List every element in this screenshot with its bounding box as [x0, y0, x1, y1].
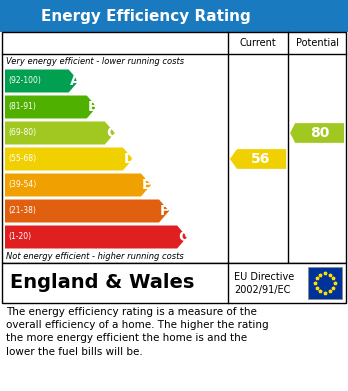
- Polygon shape: [5, 70, 79, 93]
- Text: 56: 56: [251, 152, 271, 166]
- Text: (39-54): (39-54): [8, 181, 36, 190]
- Text: (55-68): (55-68): [8, 154, 36, 163]
- Polygon shape: [5, 174, 151, 197]
- Polygon shape: [230, 149, 286, 169]
- Text: Very energy efficient - lower running costs: Very energy efficient - lower running co…: [6, 57, 184, 66]
- Bar: [308, 267, 342, 299]
- Text: B: B: [88, 100, 98, 114]
- Text: E: E: [142, 178, 151, 192]
- Text: F: F: [160, 204, 169, 218]
- Text: The energy efficiency rating is a measure of the
overall efficiency of a home. T: The energy efficiency rating is a measur…: [6, 307, 269, 357]
- Text: Not energy efficient - higher running costs: Not energy efficient - higher running co…: [6, 252, 184, 261]
- Polygon shape: [5, 95, 97, 118]
- Text: (81-91): (81-91): [8, 102, 36, 111]
- Text: (21-38): (21-38): [8, 206, 36, 215]
- Text: D: D: [124, 152, 135, 166]
- Bar: [2, 32, 346, 263]
- Text: Current: Current: [240, 38, 276, 48]
- Text: G: G: [178, 230, 189, 244]
- Polygon shape: [5, 199, 169, 222]
- Bar: [0, 0, 348, 32]
- Text: EU Directive: EU Directive: [234, 272, 294, 282]
- Text: (1-20): (1-20): [8, 233, 31, 242]
- Polygon shape: [290, 123, 344, 143]
- Text: 2002/91/EC: 2002/91/EC: [234, 285, 290, 295]
- Text: C: C: [106, 126, 116, 140]
- Text: 80: 80: [310, 126, 330, 140]
- Text: A: A: [70, 74, 80, 88]
- Text: Potential: Potential: [295, 38, 339, 48]
- Text: Energy Efficiency Rating: Energy Efficiency Rating: [41, 9, 251, 23]
- Text: England & Wales: England & Wales: [10, 273, 195, 292]
- Text: (69-80): (69-80): [8, 129, 36, 138]
- Text: (92-100): (92-100): [8, 77, 41, 86]
- Polygon shape: [5, 122, 115, 145]
- Polygon shape: [5, 226, 187, 249]
- Bar: [2, 263, 346, 303]
- Polygon shape: [5, 147, 133, 170]
